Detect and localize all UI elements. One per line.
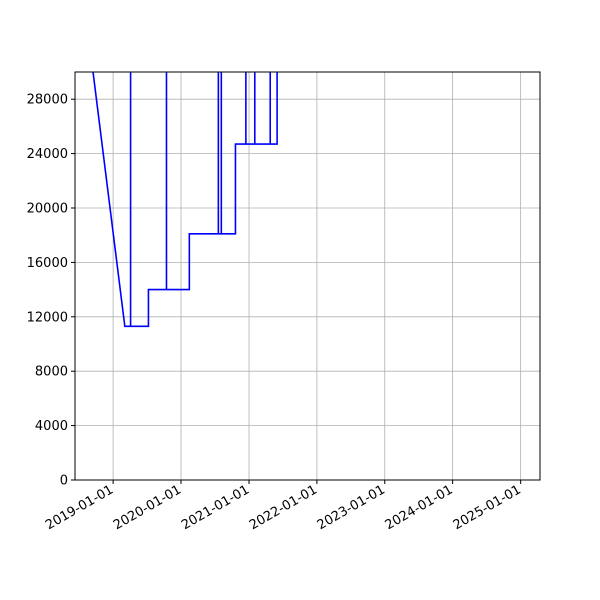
y-axis: 0 4000 8000 12000 16000 20000 24000 28000: [27, 93, 75, 489]
x-tick-label: 2023-01-01: [315, 482, 388, 533]
y-tick-label: 12000: [27, 310, 68, 325]
y-tick-label: 28000: [27, 93, 68, 108]
x-axis: 2019-01-012020-01-012021-01-012022-01-01…: [43, 480, 524, 533]
x-tick-label: 2020-01-01: [111, 482, 184, 533]
y-tick-label: 8000: [35, 365, 68, 380]
y-tick-label: 16000: [27, 256, 68, 271]
series-layer: [92, 72, 278, 328]
x-tick-label: 2024-01-01: [383, 482, 456, 533]
y-tick-label: 24000: [27, 147, 68, 162]
x-tick-label: 2021-01-01: [179, 482, 252, 533]
y-tick-label: 20000: [27, 202, 68, 217]
plot-area-frame: [74, 71, 541, 481]
series-line: [92, 72, 278, 328]
x-tick-label: 2025-01-01: [451, 482, 524, 533]
x-tick-label: 2019-01-01: [43, 482, 116, 533]
x-tick-label: 2022-01-01: [247, 482, 320, 533]
y-tick-label: 0: [60, 474, 68, 489]
y-tick-label: 4000: [35, 419, 68, 434]
grid: [75, 72, 540, 481]
